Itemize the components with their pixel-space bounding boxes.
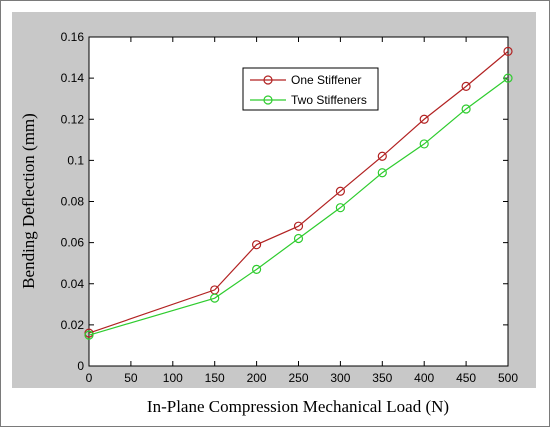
data-point — [335, 203, 345, 213]
series-line — [88, 77, 509, 336]
data-point — [84, 330, 94, 340]
y-tick-label: 0.04 — [61, 277, 85, 291]
data-point — [503, 46, 513, 56]
data-point — [377, 168, 387, 178]
x-axis-title: In-Plane Compression Mechanical Load (N) — [147, 397, 449, 416]
data-point — [210, 293, 220, 303]
data-point — [252, 240, 262, 250]
y-tick-label: 0.02 — [61, 318, 85, 332]
x-tick-label: 250 — [288, 371, 308, 385]
y-tick-label: 0.08 — [61, 195, 85, 209]
data-point — [293, 221, 304, 231]
y-tick-label: 0 — [77, 359, 84, 373]
legend-marker — [263, 95, 273, 105]
x-tick-label: 100 — [163, 371, 183, 385]
data-point — [252, 264, 262, 274]
y-tick-label: 0.14 — [61, 71, 85, 85]
series-line — [88, 50, 509, 334]
x-tick-label: 150 — [205, 371, 225, 385]
y-axis-title: Bending Deflection (mm) — [19, 113, 38, 289]
y-tick-label: 0.16 — [61, 30, 85, 44]
y-tick-label: 0.06 — [61, 236, 85, 250]
x-tick-label: 350 — [372, 371, 392, 385]
series-layer — [84, 46, 513, 340]
x-tick-label: 200 — [247, 371, 267, 385]
legend-marker — [263, 75, 273, 85]
legend-label: Two Stiffeners — [291, 93, 367, 107]
x-tick-label: 300 — [330, 371, 350, 385]
series-two-stiffeners — [84, 73, 513, 340]
data-point — [503, 73, 513, 83]
data-point — [461, 104, 471, 114]
data-point — [377, 151, 387, 161]
x-tick-label: 50 — [124, 371, 138, 385]
y-tick-label: 0.1 — [67, 153, 84, 167]
data-point — [419, 139, 429, 149]
legend: One Stiffener Two Stiffeners — [242, 67, 379, 111]
data-point — [461, 81, 471, 91]
x-tick-label: 500 — [498, 371, 518, 385]
data-point — [419, 114, 429, 124]
data-point — [293, 233, 304, 244]
x-tick-label: 0 — [86, 371, 93, 385]
y-tick-label: 0.12 — [61, 112, 85, 126]
x-tick-label: 450 — [456, 371, 476, 385]
x-tick-label: 400 — [414, 371, 434, 385]
legend-label: One Stiffener — [291, 73, 362, 87]
data-point — [335, 186, 345, 196]
axis-ticks: 0 50 100 150 200 250 300 350 400 450 500 0 0.02 0.04 0… — [61, 30, 519, 385]
